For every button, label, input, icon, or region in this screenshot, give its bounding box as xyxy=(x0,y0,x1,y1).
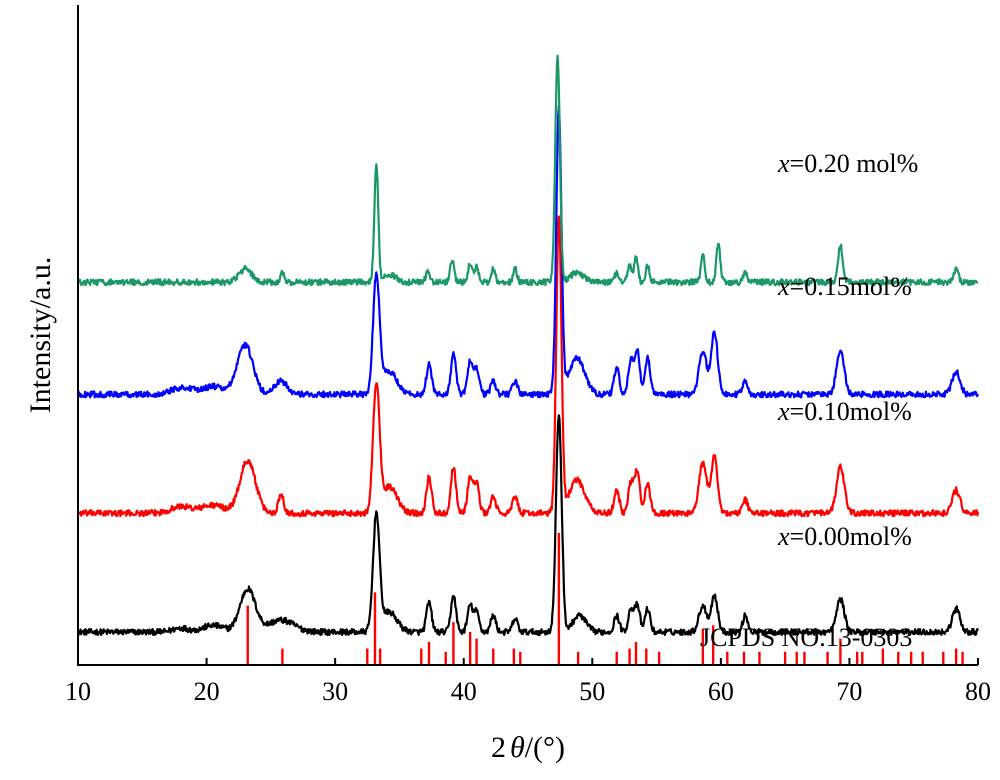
series-label: x=0.10mol% xyxy=(777,397,912,426)
series-trace xyxy=(77,414,980,637)
series-label: x=0.20 mol% xyxy=(777,149,918,178)
y-axis-label: Intensity/a.u. xyxy=(24,257,57,414)
x-tick-label: 10 xyxy=(65,677,91,706)
x-tick-label: 40 xyxy=(451,677,477,706)
series-label: x=0.00mol% xyxy=(777,522,912,551)
series-trace xyxy=(76,54,979,287)
axes: 10 20 30 40 50 60 70 80 2 θ/(°) Intensity/a.u. xyxy=(24,5,991,764)
x-tick-label: 50 xyxy=(579,677,605,706)
series-layer xyxy=(76,54,980,637)
x-tick-label: 80 xyxy=(965,677,991,706)
x-tick-label: 30 xyxy=(322,677,348,706)
x-tick-label: 20 xyxy=(194,677,220,706)
x-axis-label: 2 θ/(°) xyxy=(491,731,565,764)
series-label: x=0.15mol% xyxy=(777,272,912,301)
series-labels: x=0.00mol% x=0.10mol% x=0.15mol% x=0.20 mol… xyxy=(700,149,918,652)
x-tick-label: 60 xyxy=(708,677,734,706)
series-trace xyxy=(77,215,980,518)
series-trace xyxy=(76,104,980,399)
reference-pattern xyxy=(246,533,964,665)
x-tick-label: 70 xyxy=(836,677,862,706)
reference-label: JCPDS NO.13-0303 xyxy=(700,623,912,652)
